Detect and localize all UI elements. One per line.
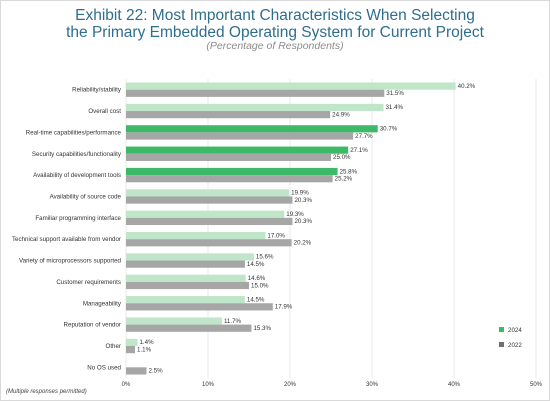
category-label: Variety of microprocessors supported xyxy=(19,258,122,265)
data-label-2024: 31.4% xyxy=(385,104,403,111)
x-tick-label: 10% xyxy=(202,382,215,388)
category-label: Other xyxy=(106,343,121,350)
data-label-2024: 17.0% xyxy=(267,232,285,239)
bar-2022 xyxy=(126,175,333,183)
data-label-2022: 27.7% xyxy=(355,133,373,140)
bar-2024 xyxy=(126,189,290,197)
bar-2022 xyxy=(126,89,385,97)
category-label: Security capabilities/functionality xyxy=(32,151,122,158)
data-label-2022: 25.0% xyxy=(333,154,351,161)
data-label-2022: 2.5% xyxy=(149,368,164,375)
x-tick-label: 40% xyxy=(448,382,461,388)
x-tick-label: 30% xyxy=(366,382,379,388)
footnote: (Multiple responses permitted) xyxy=(6,389,87,395)
bar-2022 xyxy=(126,345,136,354)
category-label: Availability of development tools xyxy=(33,172,121,179)
bar-2024 xyxy=(126,274,246,282)
bar-2022 xyxy=(126,239,292,247)
legend-label-2022: 2022 xyxy=(508,342,522,349)
bar-2022 xyxy=(126,111,331,119)
data-label-2022: 25.2% xyxy=(335,176,353,183)
data-label-2024: 14.5% xyxy=(247,296,265,303)
data-label-2022: 14.5% xyxy=(247,261,265,268)
chart-title-line-1: Exhibit 22: Most Important Characteristi… xyxy=(75,7,475,24)
bar-2022 xyxy=(126,367,147,375)
bar-2022 xyxy=(126,303,273,311)
bar-2022 xyxy=(126,153,331,161)
category-label: Reputation of vendor xyxy=(64,322,121,329)
x-tick-label: 0% xyxy=(122,382,131,388)
bar-2024 xyxy=(126,210,285,218)
bar-2022 xyxy=(126,217,293,226)
category-label: Familiar programming interface xyxy=(35,215,121,222)
bar-2022 xyxy=(126,132,354,140)
data-label-2022: 15.3% xyxy=(253,325,271,332)
bar-2024 xyxy=(126,231,266,240)
chart-title-line-2: the Primary Embedded Operating System fo… xyxy=(66,24,484,41)
bar-2024 xyxy=(126,125,378,133)
legend-label-2024: 2024 xyxy=(508,327,522,334)
category-label: Real-time capabilities/performance xyxy=(26,129,122,136)
category-label: Manageability xyxy=(83,300,122,307)
bar-2022 xyxy=(126,260,245,268)
data-label-2024: 27.1% xyxy=(350,147,368,154)
x-tick-label: 20% xyxy=(284,382,297,388)
category-label: Reliability/stability xyxy=(72,87,122,94)
data-label-2022: 24.9% xyxy=(332,111,350,118)
data-label-2024: 1.4% xyxy=(139,339,154,346)
data-label-2024: 11.7% xyxy=(224,318,242,325)
data-label-2022: 15.0% xyxy=(251,282,269,289)
data-label-2024: 19.3% xyxy=(286,211,304,218)
category-label: Customer requirements xyxy=(56,279,121,286)
data-label-2022: 1.1% xyxy=(137,346,152,353)
data-label-2022: 20.3% xyxy=(294,197,312,204)
data-label-2024: 15.6% xyxy=(256,254,274,261)
bar-2024 xyxy=(126,82,456,90)
x-tick-label: 50% xyxy=(530,382,543,388)
data-label-2024: 25.8% xyxy=(340,168,358,175)
bar-2024 xyxy=(126,317,222,325)
bar-2024 xyxy=(126,253,254,261)
bar-2024 xyxy=(126,103,384,112)
data-label-2022: 20.3% xyxy=(294,218,312,225)
bar-2022 xyxy=(126,324,252,332)
data-label-2024: 30.7% xyxy=(380,126,398,133)
bar-2024 xyxy=(126,167,338,176)
legend-swatch-2024 xyxy=(499,327,504,332)
category-label: No OS used xyxy=(87,364,121,371)
legend-swatch-2022 xyxy=(499,342,504,347)
bar-2022 xyxy=(126,281,249,290)
data-label-2022: 17.9% xyxy=(275,304,293,311)
data-label-2024: 14.6% xyxy=(248,275,266,282)
bar-2024 xyxy=(126,146,349,154)
data-label-2024: 19.9% xyxy=(291,190,309,197)
category-label: Technical support available from vendor xyxy=(12,236,121,243)
bar-2024 xyxy=(126,338,138,346)
bar-2024 xyxy=(126,296,245,304)
category-label: Availability of source code xyxy=(50,193,122,200)
data-label-2024: 40.2% xyxy=(458,83,476,90)
data-label-2022: 31.5% xyxy=(386,90,404,97)
data-label-2022: 20.2% xyxy=(294,240,312,247)
bar-2022 xyxy=(126,196,293,204)
category-label: Overall cost xyxy=(88,108,121,115)
chart-subtitle: (Percentage of Respondents) xyxy=(206,40,344,52)
